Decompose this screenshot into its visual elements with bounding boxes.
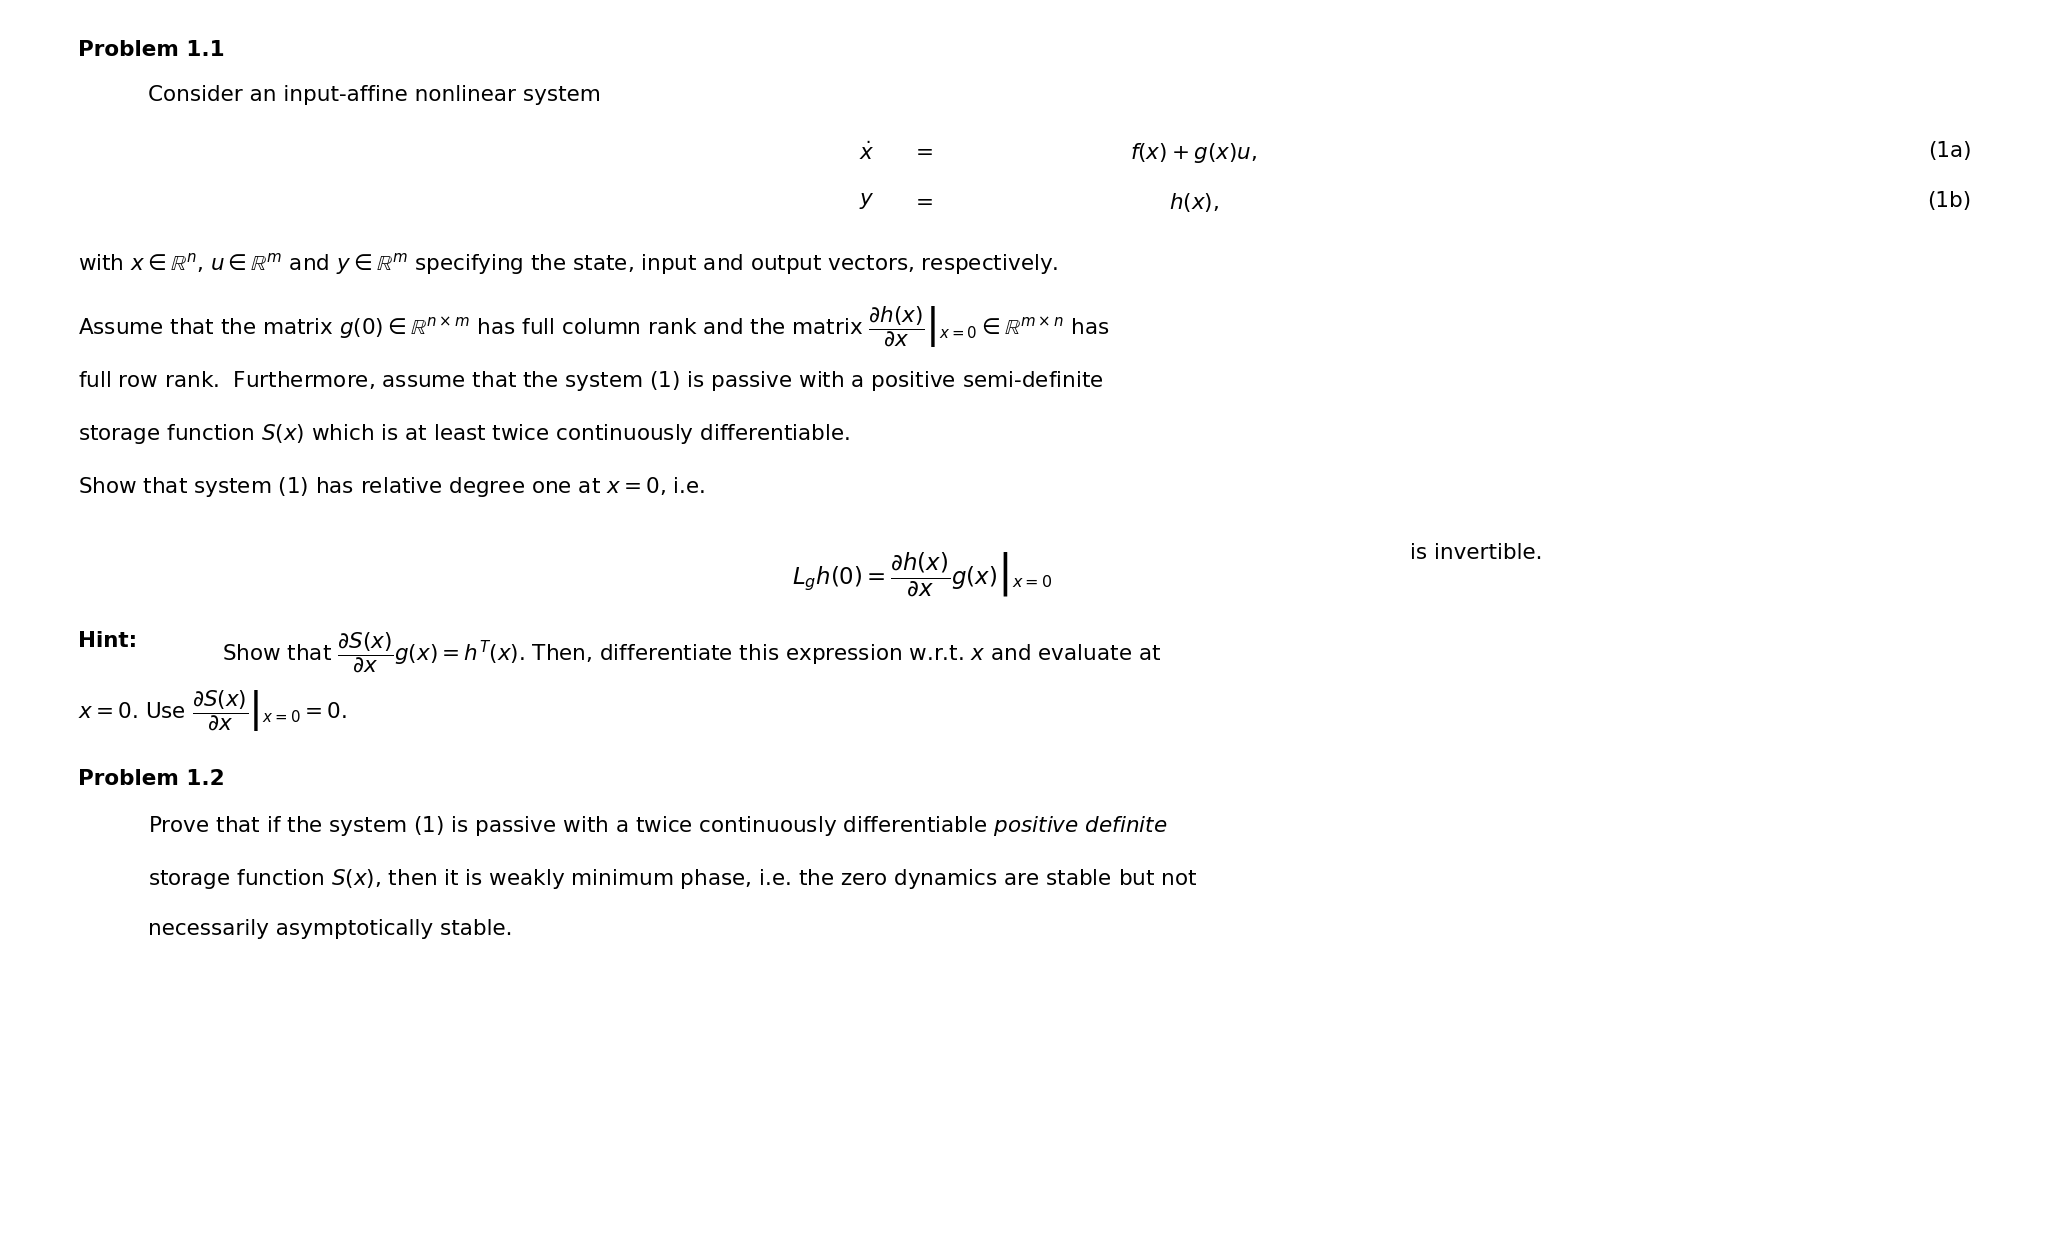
Text: storage function $S(x)$ which is at least twice continuously differentiable.: storage function $S(x)$ which is at leas… xyxy=(78,422,850,446)
Text: $x = 0$. Use $\left.\dfrac{\partial S(x)}{\partial x}\right|_{x=0} = 0$.: $x = 0$. Use $\left.\dfrac{\partial S(x)… xyxy=(78,688,348,734)
Text: necessarily asymptotically stable.: necessarily asymptotically stable. xyxy=(148,919,512,939)
Text: Show that system $(1)$ has relative degree one at $x = 0$, i.e.: Show that system $(1)$ has relative degr… xyxy=(78,475,706,499)
Text: $\dot{x}$: $\dot{x}$ xyxy=(858,141,875,163)
Text: Show that $\dfrac{\partial S(x)}{\partial x}g(x) = h^T(x)$. Then, differentiate : Show that $\dfrac{\partial S(x)}{\partia… xyxy=(222,631,1161,674)
Text: Prove that if the system $(1)$ is passive with a twice continuously differentiab: Prove that if the system $(1)$ is passiv… xyxy=(148,814,1167,838)
Text: $=$: $=$ xyxy=(912,191,932,211)
Text: Consider an input-affine nonlinear system: Consider an input-affine nonlinear syste… xyxy=(148,85,601,106)
Text: Problem 1.1: Problem 1.1 xyxy=(78,40,224,60)
Text: Problem 1.2: Problem 1.2 xyxy=(78,769,224,789)
Text: (1b): (1b) xyxy=(1928,191,1972,211)
Text: Assume that the matrix $g(0) \in \mathbb{R}^{n\times m}$ has full column rank an: Assume that the matrix $g(0) \in \mathbb… xyxy=(78,304,1109,349)
Text: $L_g h(0) = \left.\dfrac{\partial h(x)}{\partial x}g(x)\right|_{x=0}$: $L_g h(0) = \left.\dfrac{\partial h(x)}{… xyxy=(792,550,1052,598)
Text: with $x \in \mathbb{R}^n$, $u \in \mathbb{R}^m$ and $y \in \mathbb{R}^m$ specify: with $x \in \mathbb{R}^n$, $u \in \mathb… xyxy=(78,251,1058,278)
Text: Hint:: Hint: xyxy=(78,631,138,651)
Text: is invertible.: is invertible. xyxy=(1410,543,1541,563)
Text: $y$: $y$ xyxy=(858,191,875,211)
Text: $h(x),$: $h(x),$ xyxy=(1169,191,1218,214)
Text: full row rank.  Furthermore, assume that the system $(1)$ is passive with a posi: full row rank. Furthermore, assume that … xyxy=(78,369,1103,393)
Text: (1a): (1a) xyxy=(1928,141,1972,161)
Text: $=$: $=$ xyxy=(912,141,932,161)
Text: $f(x)+g(x)u,$: $f(x)+g(x)u,$ xyxy=(1130,141,1257,165)
Text: storage function $S(x)$, then it is weakly minimum phase, i.e. the zero dynamics: storage function $S(x)$, then it is weak… xyxy=(148,867,1198,891)
